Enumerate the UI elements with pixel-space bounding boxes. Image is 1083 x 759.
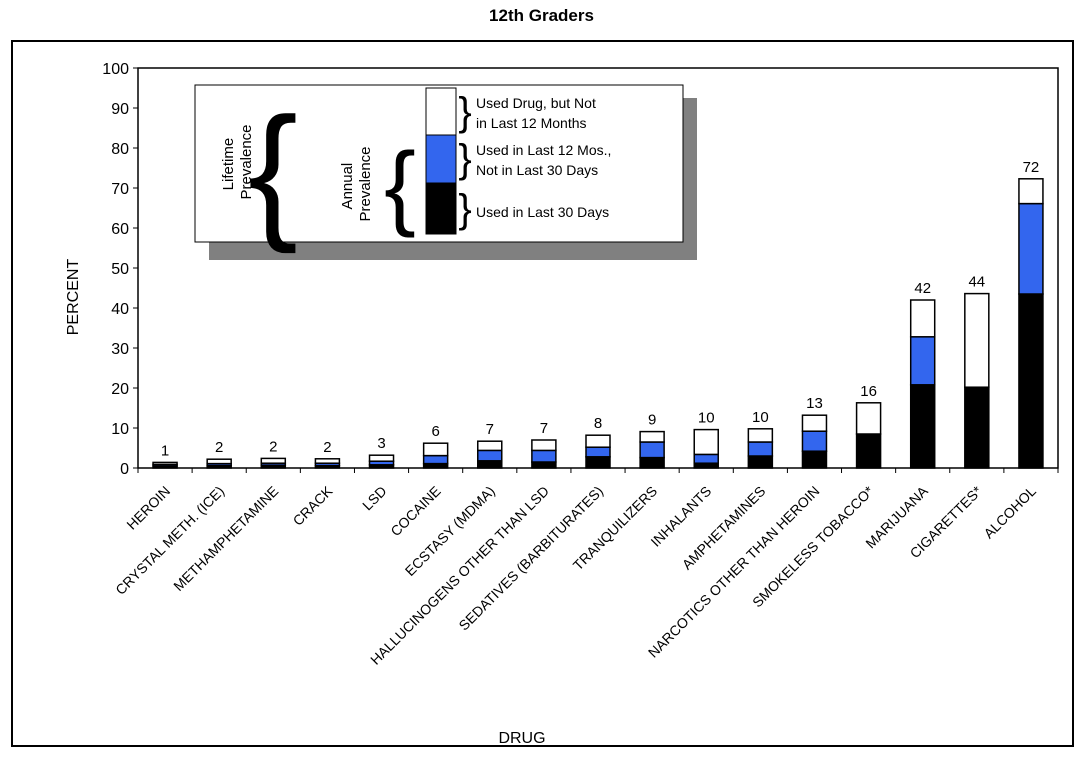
bar-segment-last-30-days bbox=[585, 456, 611, 469]
y-tick-label: 0 bbox=[120, 461, 129, 478]
legend-lifetime-label: Lifetime Prevalence bbox=[220, 124, 255, 199]
bar-segment-lifetime-only bbox=[260, 457, 287, 464]
legend-small-brace-bottom: } bbox=[458, 187, 471, 231]
bar-segment-lifetime-only bbox=[422, 442, 449, 457]
x-tick-label: CRACK bbox=[290, 482, 336, 528]
bar-total-label: 16 bbox=[860, 383, 877, 400]
bar-segment-last-12-months bbox=[747, 441, 774, 457]
bar-total-label: 2 bbox=[323, 439, 331, 456]
bar-segment-last-30-days bbox=[909, 384, 936, 469]
legend-small-brace-top: } bbox=[458, 90, 471, 134]
bar-segment-last-12-months bbox=[585, 446, 611, 458]
bar-total-label: 7 bbox=[540, 420, 548, 437]
y-axis-label: PERCENT bbox=[65, 259, 82, 336]
bar-segment-last-12-months bbox=[639, 441, 665, 459]
bar-segment-last-30-days bbox=[964, 386, 990, 469]
chart-frame bbox=[11, 40, 1074, 747]
legend-swatch-30days bbox=[425, 182, 457, 235]
bars: 1 2 2 2 3 6 7 7 8 9 10 10 13 16 42 44 72 bbox=[152, 159, 1044, 469]
bar-segment-lifetime-only bbox=[206, 458, 232, 465]
bar-segment-last-30-days bbox=[747, 455, 774, 469]
legend-swatch-not-12mo bbox=[425, 87, 457, 136]
bar-segment-last-12-months bbox=[693, 453, 719, 464]
y-tick-label: 30 bbox=[111, 341, 129, 358]
y-tick-label: 90 bbox=[111, 101, 129, 118]
x-tick-label: ALCOHOL bbox=[980, 483, 1039, 542]
y-tick-label: 50 bbox=[111, 261, 129, 278]
bar-segment-last-12-months bbox=[422, 454, 449, 465]
x-tick-label: HEROIN bbox=[123, 483, 173, 533]
bar-segment-last-12-months bbox=[1018, 202, 1044, 295]
bar-segment-lifetime-only bbox=[747, 428, 774, 443]
bar-total-label: 2 bbox=[269, 438, 277, 455]
y-tick-label: 40 bbox=[111, 301, 129, 318]
legend-item-not-12mo: Used Drug, but Not in Last 12 Months bbox=[476, 95, 600, 131]
bar-total-label: 72 bbox=[1023, 159, 1040, 176]
bar-total-label: 3 bbox=[377, 435, 385, 452]
bar-segment-lifetime-only bbox=[964, 292, 990, 388]
bar-segment-lifetime-only bbox=[639, 430, 665, 443]
bar-segment-last-30-days bbox=[855, 433, 882, 469]
bar-segment-last-30-days bbox=[801, 450, 828, 469]
bar-segment-last-30-days bbox=[1018, 293, 1044, 469]
legend-lifetime-brace: { bbox=[248, 86, 298, 254]
bar-segment-lifetime-only bbox=[1018, 178, 1044, 205]
bar-total-label: 10 bbox=[698, 410, 715, 427]
bar-total-label: 7 bbox=[486, 421, 494, 438]
y-tick-label: 60 bbox=[111, 221, 129, 238]
bar-segment-last-12-months bbox=[477, 449, 503, 462]
legend-annual-brace: { bbox=[384, 133, 416, 239]
chart-title: 12th Graders bbox=[489, 6, 594, 25]
bar-total-label: 6 bbox=[431, 423, 439, 440]
bar-segment-lifetime-only bbox=[693, 428, 719, 456]
bar-segment-lifetime-only bbox=[585, 434, 611, 448]
x-tick-label: COCAINE bbox=[387, 483, 443, 539]
bar-segment-last-30-days bbox=[639, 456, 665, 469]
bar-segment-last-12-months bbox=[909, 336, 936, 386]
legend-swatch-12mo bbox=[425, 134, 457, 184]
bar-total-label: 42 bbox=[914, 280, 931, 297]
bar-total-label: 1 bbox=[161, 442, 169, 459]
bar-total-label: 10 bbox=[752, 409, 769, 426]
y-tick-label: 70 bbox=[111, 181, 129, 198]
bar-total-label: 13 bbox=[806, 395, 823, 412]
bar-total-label: 2 bbox=[215, 439, 223, 456]
bar-segment-lifetime-only bbox=[801, 414, 828, 432]
bar-segment-last-12-months bbox=[801, 430, 828, 452]
legend-item-12mo: Used in Last 12 Mos., Not in Last 30 Day… bbox=[476, 142, 615, 178]
legend-annual-label: Annual Prevalence bbox=[339, 146, 374, 221]
legend-item-30days: Used in Last 30 Days bbox=[476, 204, 609, 220]
legend-small-brace-mid: } bbox=[458, 137, 471, 181]
bar-segment-lifetime-only bbox=[314, 458, 341, 464]
bar-segment-lifetime-only bbox=[855, 402, 882, 435]
x-axis-label: DRUG bbox=[498, 730, 545, 747]
x-tick-label: ECSTASY (MDMA) bbox=[402, 483, 498, 579]
bar-segment-lifetime-only bbox=[152, 461, 178, 466]
bar-segment-last-12-months bbox=[531, 449, 557, 463]
bar-segment-lifetime-only bbox=[909, 299, 936, 338]
y-tick-label: 80 bbox=[111, 141, 129, 158]
legend: Lifetime Prevalence { Annual Prevalence … bbox=[194, 84, 697, 260]
x-tick-label: METHAMPHETAMINE bbox=[170, 483, 281, 594]
bar-segment-lifetime-only bbox=[531, 439, 557, 452]
bar-total-label: 9 bbox=[648, 412, 656, 429]
y-tick-label: 20 bbox=[111, 381, 129, 398]
x-tick-label: LSD bbox=[359, 483, 390, 514]
x-tick-label: CRYSTAL METH. (ICE) bbox=[112, 483, 227, 598]
bar-segment-lifetime-only bbox=[368, 454, 395, 462]
bar-segment-last-30-days bbox=[531, 461, 557, 469]
y-tick-label: 10 bbox=[111, 421, 129, 438]
bar-total-label: 8 bbox=[594, 415, 602, 432]
bar-segment-lifetime-only bbox=[477, 440, 503, 452]
y-tick-label: 100 bbox=[102, 61, 129, 78]
bar-total-label: 44 bbox=[968, 274, 985, 291]
bar-segment-last-30-days bbox=[477, 460, 503, 469]
